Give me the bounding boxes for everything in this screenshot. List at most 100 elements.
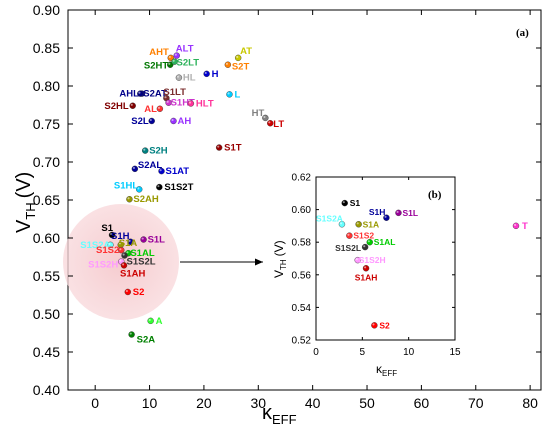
- main-data-point-highlight: [125, 290, 128, 293]
- inset-x-axis-label: κEFF: [376, 362, 397, 378]
- main-point-label-at: AT: [240, 46, 252, 57]
- inset-data-point-highlight: [355, 258, 358, 261]
- inset-point-label-s1s2a: S1S2A: [316, 213, 343, 223]
- main-y-tick-label: 0.65: [33, 192, 60, 208]
- inset-y-tick-label: 0.52: [292, 336, 312, 347]
- inset-data-point-highlight: [347, 233, 350, 236]
- main-data-point-highlight: [236, 55, 239, 59]
- inset-data-point-highlight: [363, 245, 366, 248]
- main-data-point-hl: [175, 74, 183, 81]
- main-point-label-s2l: S2L: [131, 116, 149, 127]
- main-data-point-highlight: [263, 115, 266, 119]
- main-point-label-s1t: S1T: [224, 143, 242, 154]
- main-point-label-s1ah: S1AH: [120, 268, 145, 279]
- main-point-label-al: AL: [144, 104, 157, 115]
- panel-label-b: (b): [428, 189, 442, 201]
- inset-point-label-s1s2l: S1S2L: [335, 243, 361, 253]
- inset-point-label-s1s2: S1S2: [353, 231, 374, 241]
- inset-data-point-s1a: [355, 221, 362, 228]
- main-point-label-a: A: [156, 316, 163, 327]
- inset-y-tick-label: 0.56: [292, 270, 312, 281]
- main-y-tick-label: 0.75: [33, 116, 60, 132]
- main-data-point-s2a: [128, 331, 135, 338]
- main-data-point-s1l: [140, 236, 147, 243]
- main-point-label-s1s2h: S1S2H: [88, 260, 118, 271]
- main-data-point-highlight: [168, 62, 171, 65]
- main-data-point-s2: [124, 288, 132, 296]
- main-data-point-highlight: [127, 197, 130, 200]
- main-point-label-s1l: S1L: [148, 235, 166, 246]
- inset-data-point-s1s2: [346, 232, 353, 239]
- inset-data-point-highlight: [396, 210, 399, 214]
- main-data-point-highlight: [110, 233, 113, 236]
- main-x-tick-label: 30: [250, 395, 266, 411]
- main-data-point-highlight: [164, 96, 167, 99]
- main-y-tick-label: 0.85: [33, 40, 60, 56]
- inset-y-tick-label: 0.54: [292, 303, 312, 314]
- main-data-point-hlt: [187, 100, 195, 107]
- inset-data-point-highlight: [384, 215, 387, 218]
- main-data-point-highlight: [122, 263, 125, 266]
- main-point-label-lt: LT: [273, 119, 284, 130]
- main-x-tick-label: 40: [305, 395, 321, 411]
- main-data-point-l: [226, 91, 233, 98]
- main-point-label-hl: HL: [183, 73, 196, 84]
- main-data-point-highlight: [514, 223, 517, 226]
- main-point-label-h: H: [212, 69, 219, 80]
- main-data-point-highlight: [171, 119, 174, 122]
- main-y-tick-label: 0.55: [33, 268, 60, 284]
- main-data-point-s1t: [215, 144, 223, 151]
- main-point-label-l: L: [234, 89, 240, 100]
- main-data-point-highlight: [149, 119, 152, 122]
- main-point-label-aht: AHT: [149, 47, 169, 58]
- main-data-point-s2l: [148, 117, 155, 125]
- main-point-label-s1s2a: S1S2A: [80, 240, 110, 251]
- main-data-point-highlight: [157, 106, 161, 109]
- main-data-point-highlight: [132, 166, 136, 169]
- main-point-label-ah: AH: [177, 116, 191, 127]
- main-data-point-highlight: [176, 75, 180, 78]
- inset-point-label-s1: S1: [350, 198, 361, 208]
- main-point-label-s1lt: S1LT: [163, 87, 186, 98]
- inset-data-point-s1: [341, 199, 348, 207]
- main-x-axis-label: κEFF: [262, 402, 297, 427]
- inset-point-label-s1l: S1L: [402, 208, 418, 218]
- main-data-point-s2ah: [126, 196, 133, 203]
- main-data-point-highlight: [174, 53, 177, 56]
- main-data-point-highlight: [157, 185, 160, 188]
- main-point-label-s2ht: S2HT: [144, 61, 168, 72]
- main-y-axis-label: VTH(V): [13, 172, 38, 233]
- zoom-connector-arrowhead: [255, 258, 263, 266]
- main-y-tick-label: 0.50: [33, 306, 60, 322]
- main-point-label-alt: ALT: [176, 44, 194, 55]
- main-data-point-highlight: [126, 251, 129, 254]
- main-point-label-s1s2l: S1S2L: [127, 256, 156, 267]
- main-data-point-highlight: [188, 101, 192, 104]
- main-point-label-s2hl: S2HL: [104, 101, 128, 112]
- main-point-label-s2lt: S2LT: [177, 58, 200, 69]
- main-data-point-s2hl: [129, 102, 136, 109]
- inset-y-axis-label: VTH(V): [272, 240, 288, 278]
- inset-data-point-s1l: [395, 209, 402, 217]
- main-y-tick-label: 0.80: [33, 78, 60, 94]
- main-y-tick-label: 0.90: [33, 2, 60, 18]
- main-data-point-s1s2t: [156, 183, 163, 191]
- main-data-point-highlight: [217, 145, 220, 148]
- inset-point-label-s2: S2: [379, 320, 390, 330]
- main-point-label-hlt: HLT: [196, 98, 214, 109]
- inset-y-tick-label: 0.62: [292, 173, 312, 184]
- main-point-label-s1s2t: S1S2T: [164, 182, 193, 193]
- inset-data-point-highlight: [372, 323, 375, 326]
- main-data-point-h: [203, 70, 210, 78]
- main-data-point-t: [512, 222, 520, 230]
- main-x-tick-label: 10: [142, 395, 158, 411]
- main-data-point-highlight: [268, 121, 271, 124]
- main-data-point-ah: [170, 117, 177, 125]
- main-point-label-ht: HT: [252, 108, 265, 119]
- main-y-tick-label: 0.40: [33, 382, 60, 398]
- main-point-label-s1hl: S1HL: [114, 180, 138, 191]
- inset-data-point-highlight: [364, 266, 367, 269]
